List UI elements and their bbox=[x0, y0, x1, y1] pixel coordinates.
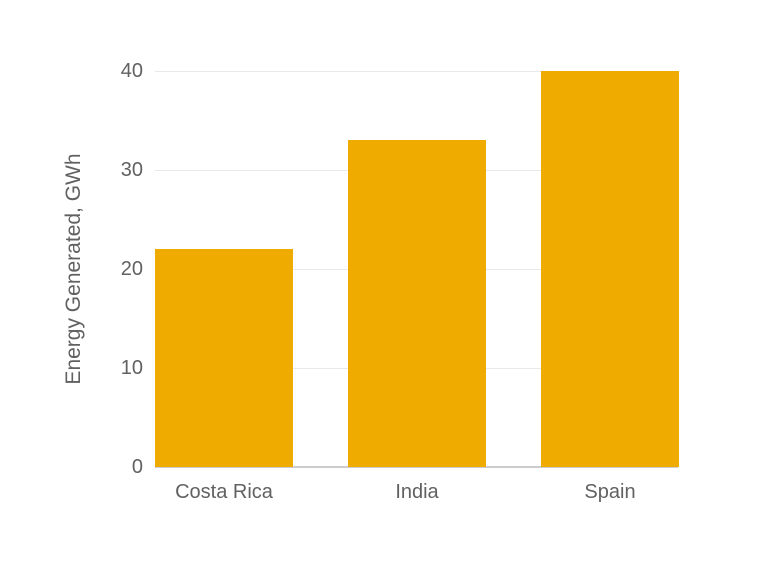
y-tick-label-30: 30 bbox=[120, 159, 143, 181]
x-category-label-india: India bbox=[395, 481, 439, 503]
y-tick-label-10: 10 bbox=[120, 357, 143, 379]
plot-area: 0 10 20 30 40 Costa Rica India Spain bbox=[121, 60, 679, 503]
bar-spain bbox=[541, 71, 679, 467]
y-tick-label-0: 0 bbox=[131, 456, 143, 478]
x-category-label-costa-rica: Costa Rica bbox=[175, 481, 273, 503]
y-tick-label-20: 20 bbox=[120, 258, 143, 280]
bar-costa-rica bbox=[155, 249, 293, 467]
bar-india bbox=[348, 140, 486, 467]
x-axis-baseline bbox=[155, 466, 678, 468]
y-tick-label-40: 40 bbox=[120, 60, 143, 82]
x-category-label-spain: Spain bbox=[584, 481, 636, 503]
gridline-40 bbox=[155, 71, 678, 72]
